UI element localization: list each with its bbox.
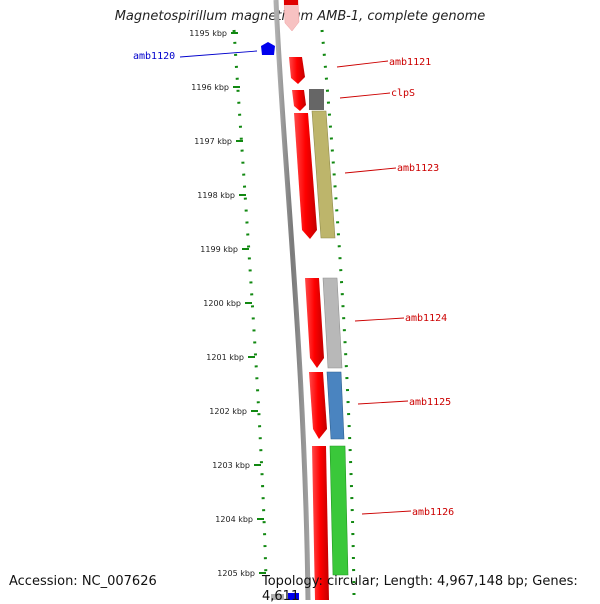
gene-top-red-cap[interactable] [284,0,298,5]
genome-backbone [273,0,311,600]
label-amb1126[interactable]: amb1126 [412,507,454,518]
gene-amb1121-arrow[interactable] [289,57,305,84]
label-amb1121[interactable]: amb1121 [389,57,431,68]
leader-amb1120 [179,50,258,58]
kbp-tick-label: 1203 kbp [212,461,250,470]
kbp-tick-label: 1201 kbp [206,353,244,362]
gene-amb1120-arrow[interactable] [261,42,275,55]
kbp-tick-label: 1199 kbp [200,245,238,254]
gene-clps-block[interactable] [309,89,324,110]
label-amb1125[interactable]: amb1125 [409,397,451,408]
gene-amb1125-block[interactable] [326,371,345,440]
gene-bottom-blue[interactable] [288,593,299,600]
kbp-tick-label: 1205 kbp [217,569,255,578]
leader-clps [339,92,391,99]
kbp-tick-label: 1200 kbp [203,299,241,308]
kbp-tick-label: 1204 kbp [215,515,253,524]
label-amb1124[interactable]: amb1124 [405,313,447,324]
gene-amb1123-red-arrow[interactable] [294,113,317,239]
leader-amb1123 [344,167,397,174]
label-clps[interactable]: clpS [391,88,415,99]
outer-tick-rail-right [320,29,356,597]
gene-amb1124-block[interactable] [322,277,343,369]
kbp-tick-label: 1197 kbp [194,137,232,146]
leader-amb1121 [336,60,389,68]
kbp-tick-label: 1202 kbp [209,407,247,416]
gene-amb1124-red-arrow[interactable] [305,278,324,368]
kbp-tick-label: 1198 kbp [197,191,235,200]
gene-labels: amb1120 amb1121 clpS amb1123 amb1124 amb… [133,51,454,518]
kbp-tick-label: 1195 kbp [189,29,227,38]
gene-amb1126-red-arrow[interactable] [312,446,329,600]
leader-amb1124 [354,317,405,322]
gene-amb1123-block[interactable] [311,110,336,239]
kbp-ticks: 1195 kbp 1196 kbp 1197 kbp 1198 kbp 1199 kbp… [189,29,266,578]
gene-top-faded[interactable] [283,0,300,32]
gene-bottom-gray[interactable] [271,594,284,600]
accession-text: Accession: NC_007626 [9,574,157,589]
gene-amb1126-block[interactable] [329,445,349,576]
leader-amb1125 [357,400,409,405]
label-amb1120[interactable]: amb1120 [133,51,175,62]
gene-clps-red-arrow[interactable] [292,90,306,111]
label-amb1123[interactable]: amb1123 [397,163,439,174]
gene-label-leaders [179,50,412,515]
outer-tick-rail-left [232,29,268,581]
kbp-tick-label: 1196 kbp [191,83,229,92]
gene-amb1125-red-arrow[interactable] [309,372,327,439]
genome-title: Magnetospirillum magneticum AMB-1, compl… [114,9,486,24]
leader-amb1126 [361,510,412,515]
